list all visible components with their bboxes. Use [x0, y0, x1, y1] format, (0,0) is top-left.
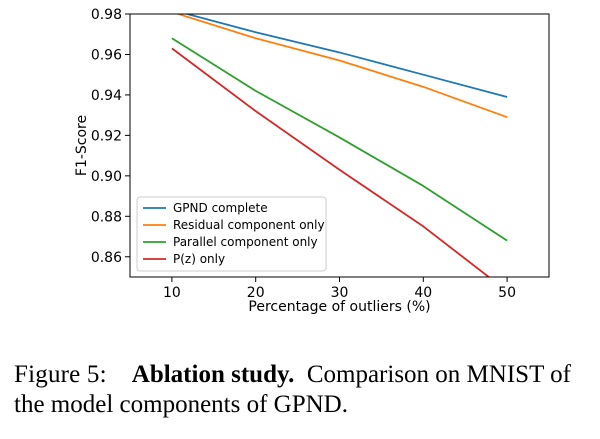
- legend-entry: P(z) only: [173, 252, 225, 266]
- caption-prefix: Figure 5:: [14, 361, 107, 388]
- legend-entry: Parallel component only: [173, 235, 318, 249]
- x-tick-label: 30: [331, 285, 349, 301]
- legend: GPND complete Residual component only Para…: [136, 196, 327, 272]
- x-axis-label: Percentage of outliers (%): [248, 299, 430, 315]
- series-layer: [171, 14, 508, 277]
- y-tick-label: 0.88: [91, 209, 122, 225]
- x-axis: 10 20 30 40 50: [163, 277, 516, 301]
- y-tick-label: 0.92: [91, 128, 122, 144]
- caption-bold: Ablation study.: [131, 361, 295, 388]
- y-tick-label: 0.94: [91, 88, 122, 104]
- x-tick-label: 50: [498, 285, 516, 301]
- series-line-1: [183, 14, 508, 98]
- y-tick-label: 0.86: [91, 250, 122, 266]
- legend-entry: Residual component only: [173, 218, 325, 232]
- series-line-2: [175, 14, 508, 119]
- figure-caption: Figure 5: Ablation study. Comparison on …: [14, 360, 594, 420]
- line-chart: 0.860.880.900.920.940.960.98 10 20 30 40 50 …: [74, 7, 550, 315]
- series-line-4: [171, 47, 491, 277]
- legend-entry: GPND complete: [173, 201, 268, 215]
- y-tick-label: 0.98: [91, 7, 122, 23]
- caption-text: Comparison on MNIST of the model compone…: [14, 361, 571, 418]
- x-tick-label: 40: [414, 285, 432, 301]
- legend-box: [136, 196, 327, 272]
- x-tick-label: 20: [247, 285, 265, 301]
- y-axis: 0.86 0.88 0.90 0.92 0.94 0.96 0.98: [91, 7, 130, 266]
- y-tick-label: 0.96: [91, 47, 122, 63]
- y-axis-label: F1-Score: [74, 115, 90, 176]
- series-line-3: [171, 37, 508, 242]
- x-tick-label: 10: [163, 285, 181, 301]
- y-tick-label: 0.90: [91, 169, 122, 185]
